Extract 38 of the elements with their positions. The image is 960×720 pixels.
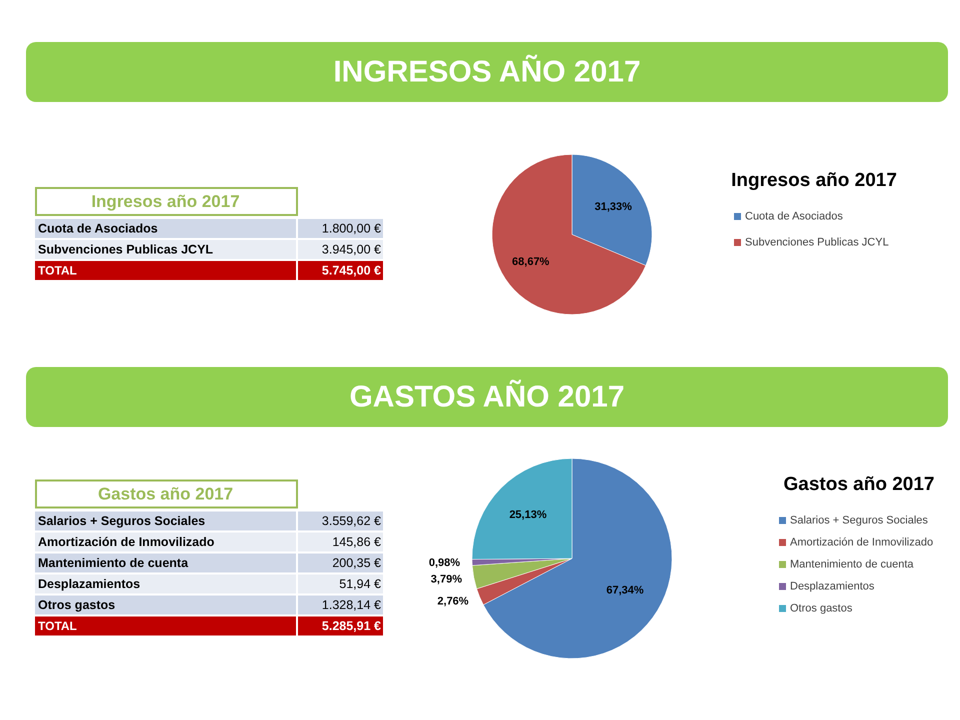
text: Desplazamientos <box>38 577 140 591</box>
text: Mantenimiento de cuenta <box>38 556 190 570</box>
text: Ingresos año 2017 <box>91 192 240 211</box>
legend-label: Subvenciones Publicas JCYL <box>745 236 889 248</box>
text: GASTOS AÑO 2017 <box>349 380 625 414</box>
data-label: 0,98% <box>428 556 460 569</box>
text: INGRESOS AÑO 2017 <box>333 54 641 88</box>
text: Cuota de Asociados <box>38 222 158 236</box>
text: TOTAL <box>38 264 77 278</box>
data-label: 68,67% <box>512 256 550 268</box>
text: Gastos año 2017 <box>98 484 234 504</box>
text: 51,94 € <box>339 577 382 591</box>
legend-label: Amortización de Inmovilizado <box>790 536 934 548</box>
text: Ingresos año 2017 <box>731 170 897 191</box>
text: Gastos año 2017 <box>783 474 935 495</box>
text: 5.285,91 € <box>322 619 382 633</box>
text: 1.328,14 € <box>322 598 382 612</box>
data-label: 67,34% <box>606 584 644 597</box>
data-label: 25,13% <box>509 508 547 521</box>
legend-label: Mantenimiento de cuenta <box>790 558 914 570</box>
text: 3.945,00 € <box>322 242 382 256</box>
data-label: 3,79% <box>430 574 462 586</box>
data-label: 2,76% <box>437 596 469 608</box>
text: 145,86 € <box>332 535 382 549</box>
text: 5.745,00 € <box>322 264 382 278</box>
data-label: 31,33% <box>594 201 632 214</box>
text: 1.800,00 € <box>322 222 382 236</box>
text: 200,35 € <box>332 556 382 570</box>
text: TOTAL <box>38 619 77 633</box>
text: 3.559,62 € <box>322 514 382 528</box>
legend-label: Desplazamientos <box>790 580 875 592</box>
legend-label: Salarios + Seguros Sociales <box>790 514 928 526</box>
text: Subvenciones Publicas JCYL <box>38 242 214 256</box>
legend-label: Otros gastos <box>790 602 853 614</box>
text: Amortización de Inmovilizado <box>38 535 215 549</box>
legend-label: Cuota de Asociados <box>745 210 844 222</box>
text: Otros gastos <box>38 598 116 612</box>
text: Salarios + Seguros Sociales <box>38 514 206 528</box>
